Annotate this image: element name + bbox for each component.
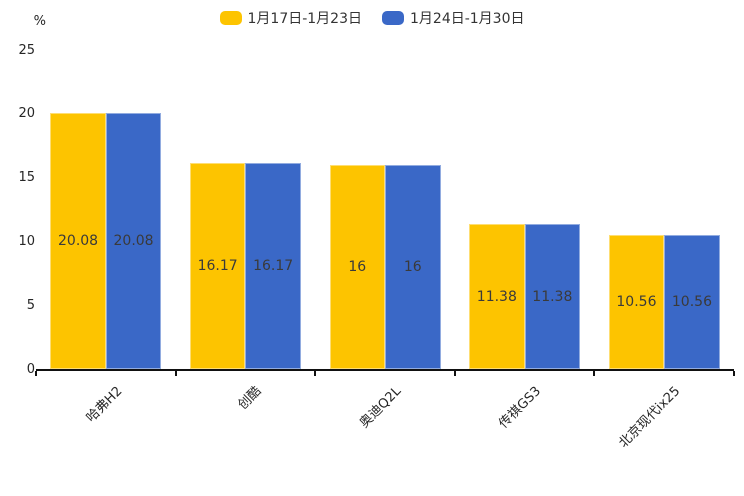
bar-series0-cat3[interactable]: 11.38: [469, 224, 525, 370]
x-axis-category-label: 北京现代ix25: [616, 383, 684, 451]
bar-series0-cat0[interactable]: 20.08: [50, 113, 106, 370]
bar-series0-cat4[interactable]: 10.56: [608, 234, 665, 370]
legend-item-label: 1月17日-1月23日: [247, 11, 363, 27]
bar-value-label: 16.17: [197, 258, 238, 275]
legend-item-series0[interactable]: 1月17日-1月23日: [219, 8, 363, 28]
bar-value-label: 10.56: [616, 294, 657, 311]
legend-item-label: 1月24日-1月30日: [410, 11, 525, 27]
bar-value-label: 10.56: [671, 294, 712, 311]
legend: 1月17日-1月23日 1月24日-1月30日: [0, 8, 744, 28]
bar-value-label: 11.38: [532, 288, 573, 305]
x-axis-tick: [35, 370, 37, 376]
x-axis-tick: [314, 370, 317, 376]
bar-value-label: 11.38: [476, 288, 517, 305]
legend-swatch-icon: [382, 11, 404, 25]
x-axis-tick: [453, 370, 456, 376]
bar-value-label: 20.08: [58, 233, 99, 250]
y-axis-tick-label: 5: [26, 297, 35, 313]
y-axis-tick-label: 0: [26, 361, 35, 377]
x-axis-tick: [593, 370, 596, 376]
y-axis-tick-label: 25: [18, 42, 35, 58]
x-axis-tick: [733, 370, 735, 376]
bar-series1-cat4[interactable]: 10.56: [664, 234, 720, 370]
y-axis-tick-label: 20: [18, 106, 35, 122]
x-axis-category-label: 创酷: [235, 383, 265, 413]
legend-item-series1[interactable]: 1月24日-1月30日: [382, 8, 525, 28]
x-axis-category-label: 传祺GS3: [496, 383, 545, 432]
bar-series0-cat1[interactable]: 16.17: [189, 163, 246, 370]
bar-series0-cat2[interactable]: 16: [329, 165, 385, 370]
bar-series1-cat0[interactable]: 20.08: [105, 113, 162, 370]
x-axis-tick: [174, 370, 177, 376]
bar-series1-cat2[interactable]: 16: [385, 165, 441, 370]
bar-value-label: 16: [403, 259, 422, 276]
y-axis-tick-label: 10: [18, 233, 35, 249]
legend-swatch-icon: [219, 11, 242, 25]
y-axis-unit-label: %: [33, 14, 46, 29]
y-axis-tick-label: 15: [18, 170, 35, 186]
bar-value-label: 16.17: [253, 258, 294, 275]
bar-series1-cat1[interactable]: 16.17: [245, 163, 301, 370]
bar-value-label: 20.08: [113, 233, 154, 250]
bar-series1-cat3[interactable]: 11.38: [524, 224, 581, 370]
x-axis-line: [36, 368, 734, 371]
bar-value-label: 16: [348, 259, 367, 276]
x-axis-category-label: 奥迪Q2L: [357, 383, 405, 432]
x-axis-category-label: 哈弗H2: [83, 383, 126, 426]
